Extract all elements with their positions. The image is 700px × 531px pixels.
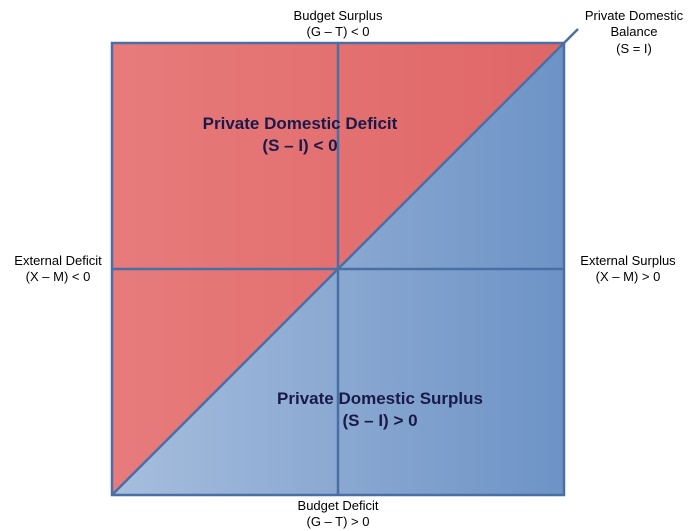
label-region-deficit-line1: Private Domestic Deficit bbox=[203, 114, 398, 133]
label-budget-deficit-line1: Budget Deficit bbox=[298, 498, 379, 513]
label-region-deficit-line2: (S – I) < 0 bbox=[203, 135, 398, 157]
label-region-surplus: Private Domestic Surplus (S – I) > 0 bbox=[277, 388, 483, 432]
sectoral-balances-diagram: Budget Surplus (G – T) < 0 Budget Defici… bbox=[0, 0, 700, 526]
label-external-surplus-line1: External Surplus bbox=[580, 253, 675, 268]
label-diag-line1: Private Domestic bbox=[585, 8, 683, 23]
label-diag-line3: (S = I) bbox=[585, 41, 683, 57]
label-private-domestic-balance: Private Domestic Balance (S = I) bbox=[585, 8, 683, 57]
label-budget-surplus-line1: Budget Surplus bbox=[294, 8, 383, 23]
label-region-surplus-line2: (S – I) > 0 bbox=[277, 410, 483, 432]
label-budget-surplus: Budget Surplus (G – T) < 0 bbox=[294, 8, 383, 41]
label-external-deficit: External Deficit (X – M) < 0 bbox=[14, 253, 101, 286]
label-budget-surplus-line2: (G – T) < 0 bbox=[294, 24, 383, 40]
label-external-deficit-line2: (X – M) < 0 bbox=[14, 269, 101, 285]
label-region-surplus-line1: Private Domestic Surplus bbox=[277, 389, 483, 408]
label-region-deficit: Private Domestic Deficit (S – I) < 0 bbox=[203, 113, 398, 157]
label-external-surplus-line2: (X – M) > 0 bbox=[580, 269, 675, 285]
label-external-surplus: External Surplus (X – M) > 0 bbox=[580, 253, 675, 286]
label-diag-line2: Balance bbox=[585, 24, 683, 40]
label-external-deficit-line1: External Deficit bbox=[14, 253, 101, 268]
label-budget-deficit-line2: (G – T) > 0 bbox=[298, 514, 379, 530]
